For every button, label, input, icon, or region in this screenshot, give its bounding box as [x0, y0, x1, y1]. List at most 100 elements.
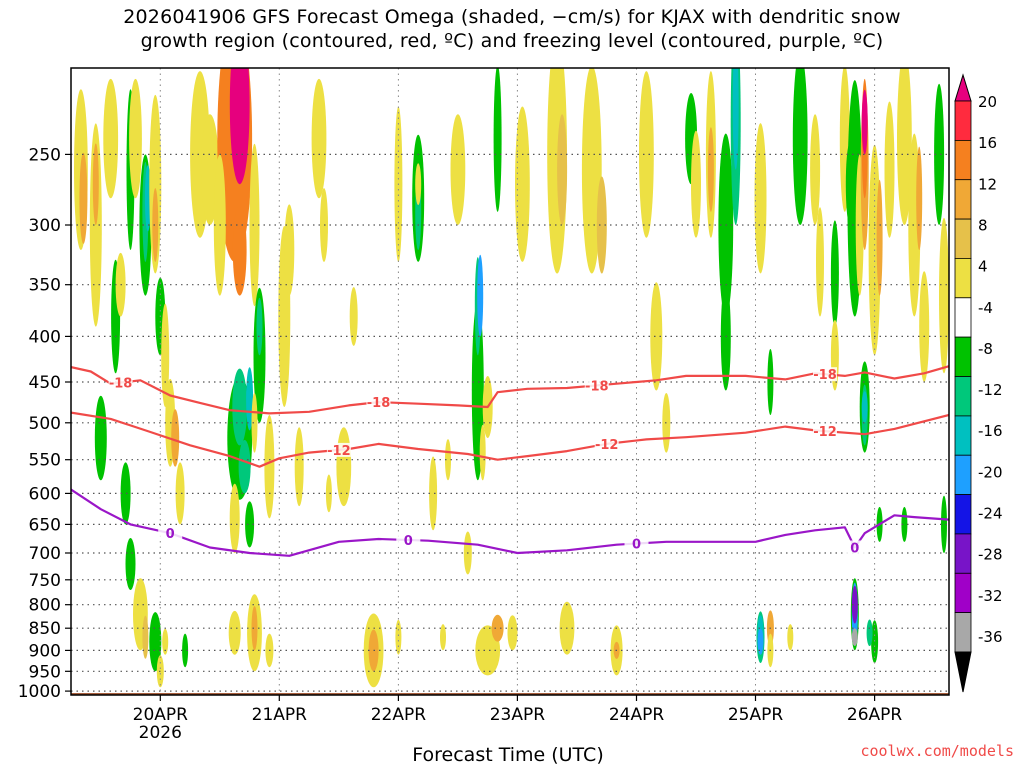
omega-cell [89, 123, 102, 327]
colorbar: 20 16 12 8 4 -4 -8 -12 -16 -20 -24 -28 -32 -36 [954, 73, 1003, 693]
omega-cell [149, 94, 162, 274]
colorbar-tick-label: -24 [978, 505, 1003, 523]
contour-label-bg [366, 395, 391, 410]
colorbar-swatch [954, 100, 972, 141]
contour-label-bg [108, 375, 133, 390]
omega-cell [175, 462, 185, 525]
omega-cell [251, 606, 258, 651]
omega-cell [94, 395, 107, 481]
omega-cell [238, 440, 251, 494]
y-tick-label: 650 [29, 515, 61, 535]
omega-cell [897, 68, 912, 225]
y-tick-label: 850 [29, 619, 61, 639]
omega-cell [916, 146, 923, 250]
omega-cell [349, 287, 358, 346]
omega-cell [479, 424, 486, 481]
colorbar-swatch [954, 572, 972, 614]
colorbar-tick-label: -28 [978, 546, 1003, 564]
omega-cell [246, 367, 254, 431]
colorbar-tick-label: -20 [978, 463, 1003, 481]
omega-cell [515, 106, 530, 262]
omega-cell [395, 619, 402, 655]
contour-label: 0 [166, 527, 175, 542]
omega-cell [919, 271, 930, 382]
omega-cell [229, 68, 250, 185]
contour-label: 0 [850, 542, 859, 557]
y-tick-label: 800 [29, 596, 61, 616]
omega-cell [639, 71, 654, 238]
credit-link[interactable]: coolwx.com/models [860, 742, 1014, 760]
y-tick-label: 250 [29, 145, 61, 165]
x-tick-label: 20APR [133, 705, 189, 725]
y-tick-label: 600 [29, 484, 61, 504]
contour-label-bg [624, 536, 649, 551]
omega-cell [884, 101, 895, 238]
y-tick-label: 400 [29, 327, 61, 347]
omega-cell [830, 220, 839, 327]
colorbar-swatch [954, 454, 972, 496]
omega-cell [941, 495, 947, 554]
omega-cell [650, 282, 663, 391]
omega-cell [161, 303, 170, 407]
contour-label: -18 [367, 396, 391, 411]
y-tick-label: 450 [29, 373, 61, 393]
colorbar-tick-label: 12 [978, 175, 997, 193]
credit-text: coolwx.com/models [860, 742, 1014, 760]
contour-label-bg [813, 424, 837, 439]
y-tick-label: 550 [29, 451, 61, 471]
omega-cell [142, 615, 149, 659]
omega-cell [866, 619, 873, 647]
contour-red--12 [71, 411, 949, 468]
contour-label: -12 [595, 438, 619, 453]
x-tick-label: 24APR [609, 705, 665, 725]
omega-cell [232, 204, 247, 296]
omega-cell [691, 130, 701, 238]
colorbar-swatch [954, 376, 972, 417]
omega-cell [228, 610, 241, 655]
omega-cell [871, 620, 879, 664]
omega-cell [311, 78, 327, 199]
colorbar-swatch [954, 179, 972, 220]
omega-cell [787, 624, 794, 651]
omega-cell [440, 624, 446, 651]
omega-cell [477, 254, 484, 337]
colorbar-tick-label: 16 [978, 134, 997, 152]
omega-cell [149, 612, 162, 672]
omega-cell [229, 483, 240, 554]
contour-label: -18 [813, 368, 837, 383]
omega-cell [284, 204, 295, 296]
colorbar-tick-label: 20 [978, 93, 997, 111]
omega-cell [182, 633, 189, 668]
x-axis-title-text: Forecast Time (UTC) [412, 744, 604, 766]
omega-cell [732, 68, 739, 170]
y-tick-label: 950 [29, 662, 61, 682]
omega-cell [79, 152, 88, 244]
omega-cell [251, 393, 258, 453]
contour-label-bg [842, 540, 867, 555]
contour-purple-0 [71, 488, 949, 557]
omega-cell [171, 409, 180, 467]
contour-label: -12 [813, 425, 837, 440]
omega-cell [336, 427, 352, 507]
omega-cell [245, 501, 255, 548]
omega-cell [249, 143, 260, 307]
omega-cell [120, 462, 131, 525]
colorbar-swatch [954, 336, 972, 377]
omega-cell [152, 188, 159, 262]
omega-cell [810, 114, 821, 225]
contour-label-bg [158, 526, 183, 541]
colorbar-swatch [954, 612, 972, 653]
omega-cell [557, 114, 568, 225]
colorbar-tick-label: -32 [978, 587, 1003, 605]
colorbar-swatch [954, 415, 972, 456]
omega-cell [493, 68, 502, 212]
ground-layer [71, 693, 949, 695]
y-tick-label: 750 [29, 571, 61, 591]
omega-cell [851, 628, 858, 646]
y-tick-label: 300 [29, 216, 61, 236]
omega-cell [757, 628, 764, 655]
omega-cell [707, 127, 714, 212]
y-tick-label: 900 [29, 641, 61, 661]
contour-label-bg [594, 436, 619, 451]
colorbar-tick-label: -16 [978, 422, 1003, 440]
